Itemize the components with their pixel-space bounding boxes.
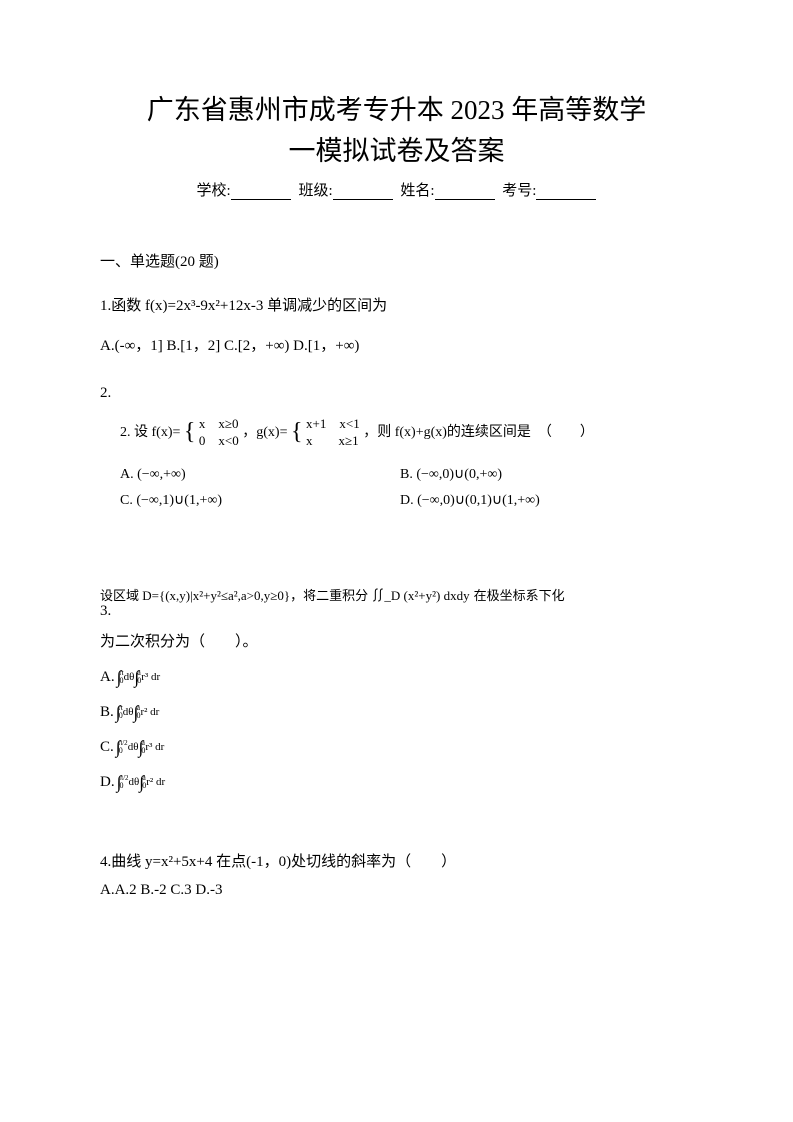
integral-icon: ∫π0 dθ ∫a0 r² dr xyxy=(116,702,160,723)
integral-icon: ∫π/20 dθ ∫a0 r³ dr xyxy=(116,737,165,758)
q2-options-row1: A. (−∞,+∞) B. (−∞,0)∪(0,+∞) xyxy=(120,462,693,489)
name-blank xyxy=(435,184,495,200)
q3-optB-label: B. xyxy=(100,704,114,721)
q2-prefix: 2. 设 f(x)= xyxy=(120,425,180,440)
q3-continuation: 为二次积分为（ ）。 xyxy=(100,630,693,651)
q3-premise-suffix: 在极坐标系下化 xyxy=(474,588,565,603)
class-field: 班级: xyxy=(298,179,392,200)
q3-optC-label: C. xyxy=(100,739,114,756)
q2-piecewise-2: { x+1 x<1 x x≥1 xyxy=(291,410,360,456)
class-label: 班级: xyxy=(298,183,332,199)
q3-number: 3. xyxy=(100,603,693,620)
piece-content-1: x x≥0 0 x<0 xyxy=(199,416,239,450)
integral-icon: ∫π/20 dθ ∫a0 r² dr xyxy=(117,772,166,793)
title-line-2: 一模拟试卷及答案 xyxy=(100,131,693,172)
brace-icon: { xyxy=(291,410,303,456)
id-field: 考号: xyxy=(502,179,596,200)
q2-optB: B. (−∞,0)∪(0,+∞) xyxy=(400,462,693,489)
q2-options-row2: C. (−∞,1)∪(1,+∞) D. (−∞,0)∪(0,1)∪(1,+∞) xyxy=(120,488,693,515)
page-title: 广东省惠州市成考专升本 2023 年高等数学 一模拟试卷及答案 xyxy=(100,90,693,171)
q2-number: 2. xyxy=(100,385,693,402)
q2-optC: C. (−∞,1)∪(1,+∞) xyxy=(120,488,400,515)
brace-icon: { xyxy=(184,410,196,456)
piece-content-2: x+1 x<1 x x≥1 xyxy=(306,416,360,450)
integral-icon: ∫π0 dθ ∫a0 r³ dr xyxy=(117,667,161,688)
q3-premise-integral: ∬_D (x²+y²) dxdy xyxy=(371,588,469,603)
q3-num-text: 3. xyxy=(100,603,111,619)
section-header: 一、单选题(20 题) xyxy=(100,250,693,271)
q2-piecewise-1: { x x≥0 0 x<0 xyxy=(184,410,239,456)
piece2-bot: x x≥1 xyxy=(306,433,360,450)
q2-suffix: ，则 f(x)+g(x)的连续区间是 （ ） xyxy=(363,425,594,440)
class-blank xyxy=(333,184,393,200)
school-field: 学校: xyxy=(197,179,291,200)
q2-math-block: 2. 设 f(x)= { x x≥0 0 x<0 ，g(x)= { x+1 x<… xyxy=(120,410,693,515)
q1-options: A.(-∞，1] B.[1，2] C.[2，+∞) D.[1，+∞) xyxy=(100,334,693,355)
q3-premise-line: 设区域 D={(x,y)|x²+y²≤a²,a>0,y≥0}，将二重积分 ∬_D… xyxy=(100,585,693,605)
school-label: 学校: xyxy=(197,183,231,199)
q3-option-a: A. ∫π0 dθ ∫a0 r³ dr xyxy=(100,667,693,688)
q3-optA-formula: ∫π0 dθ ∫a0 r³ dr xyxy=(117,667,161,688)
id-label: 考号: xyxy=(502,183,536,199)
id-blank xyxy=(536,184,596,200)
q3-optC-formula: ∫π/20 dθ ∫a0 r³ dr xyxy=(116,737,165,758)
q3-optD-formula: ∫π/20 dθ ∫a0 r² dr xyxy=(117,772,166,793)
q3-premise-prefix: 设区域 D={(x,y)|x²+y²≤a²,a>0,y≥0}，将二重积分 xyxy=(100,588,371,603)
q3-option-c: C. ∫π/20 dθ ∫a0 r³ dr xyxy=(100,737,693,758)
q3-option-b: B. ∫π0 dθ ∫a0 r² dr xyxy=(100,702,693,723)
q2-mid: ，g(x)= xyxy=(242,425,287,440)
q2-optA: A. (−∞,+∞) xyxy=(120,462,400,489)
student-info-row: 学校: 班级: 姓名: 考号: xyxy=(100,179,693,200)
q2-optD: D. (−∞,0)∪(0,1)∪(1,+∞) xyxy=(400,488,693,515)
question-1: 1.函数 f(x)=2x³-9x²+12x-3 单调减少的区间为 xyxy=(100,293,693,320)
q2-stem: 2. 设 f(x)= { x x≥0 0 x<0 ，g(x)= { x+1 x<… xyxy=(120,410,693,456)
piece2-top: x+1 x<1 xyxy=(306,416,360,433)
q3-option-d: D. ∫π/20 dθ ∫a0 r² dr xyxy=(100,772,693,793)
q3-optD-label: D. xyxy=(100,774,115,791)
q3-optA-label: A. xyxy=(100,669,115,686)
q1-text: 1.函数 f(x)=2x³-9x²+12x-3 单调减少的区间为 xyxy=(100,293,693,320)
q3-optB-formula: ∫π0 dθ ∫a0 r² dr xyxy=(116,702,160,723)
name-label: 姓名: xyxy=(400,183,434,199)
school-blank xyxy=(231,184,291,200)
q4-options: A.A.2 B.-2 C.3 D.-3 xyxy=(100,876,693,905)
piece1-bot: 0 x<0 xyxy=(199,433,239,450)
piece1-top: x x≥0 xyxy=(199,416,239,433)
q4-text: 4.曲线 y=x²+5x+4 在点(-1，0)处切线的斜率为（ ） xyxy=(100,848,693,877)
question-4: 4.曲线 y=x²+5x+4 在点(-1，0)处切线的斜率为（ ） A.A.2 … xyxy=(100,848,693,905)
title-line-1: 广东省惠州市成考专升本 2023 年高等数学 xyxy=(100,90,693,131)
name-field: 姓名: xyxy=(400,179,494,200)
